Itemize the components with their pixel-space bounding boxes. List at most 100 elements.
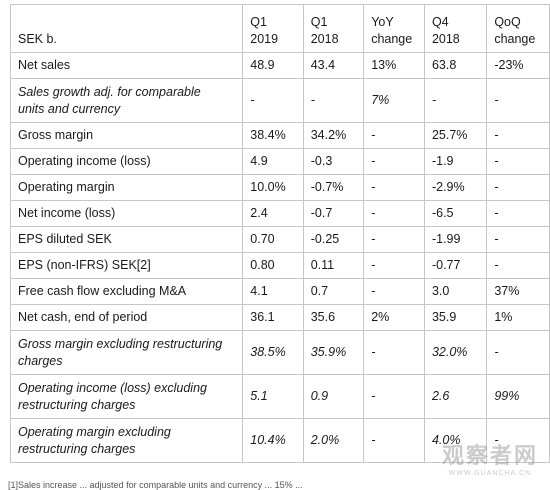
row-label-text: Operating income (loss) excluding <box>18 380 207 395</box>
value-cell: - <box>363 278 425 305</box>
table-row: Net sales 48.9 43.4 13% 63.8 -23% <box>9 52 550 79</box>
row-label-text: Net sales <box>18 58 71 72</box>
value-cell: -0.7% <box>302 174 365 201</box>
row-label-text: charges <box>18 353 63 368</box>
table-row: Operating income (loss) 4.9 -0.3- -1.9- <box>9 148 550 175</box>
value-cell: - <box>242 78 304 123</box>
watermark-subtext: WWW.GUANCHA.CN <box>448 470 532 477</box>
table-row: Sales growth adj. for comparable units an… <box>9 78 550 123</box>
value-cell: 43.4 <box>302 52 365 79</box>
row-label-text: units and currency <box>18 101 121 116</box>
value-cell: - <box>486 174 550 201</box>
header-text: 2018 <box>310 32 339 46</box>
value-cell: 35.6 <box>302 304 365 331</box>
header-text: Q4 <box>431 15 449 29</box>
row-label: Net cash, end of period <box>9 304 244 331</box>
value-cell: 3.0 <box>423 278 488 305</box>
value-cell: 0.70 <box>242 226 304 253</box>
value-cell: 7% <box>363 78 425 123</box>
value-cell: 25.7% <box>423 122 488 149</box>
row-label-text: Net cash, end of period <box>18 310 148 324</box>
row-label: EPS diluted SEK <box>9 226 244 253</box>
value-cell: -1.99 <box>423 226 488 253</box>
value-cell: 48.9 <box>242 52 304 79</box>
row-label: Net income (loss) <box>9 200 244 227</box>
value-cell: -1.9 <box>423 148 488 175</box>
row-label-text: Gross margin <box>18 128 94 142</box>
value-cell: - <box>363 252 425 279</box>
header-text: Q1 <box>250 15 267 29</box>
value-cell: - <box>486 122 550 149</box>
value-cell: - <box>486 200 550 227</box>
header-cell: YoY change <box>363 4 425 53</box>
value-cell: -0.7 <box>302 200 365 227</box>
value-cell: 38.4% <box>242 122 304 149</box>
value-cell: 5.1 <box>242 374 304 419</box>
value-cell: 4.0% <box>423 418 488 463</box>
value-cell: -6.5 <box>423 200 488 227</box>
value-cell: - <box>363 226 425 253</box>
value-cell: - <box>486 78 550 123</box>
value-cell: - <box>363 148 425 175</box>
value-cell: 36.1 <box>242 304 304 331</box>
table-row: Operating income (loss) excluding restruc… <box>9 374 550 419</box>
value-cell: 2.0% <box>302 418 365 463</box>
row-label-text: Free cash flow excluding M&A <box>18 284 187 298</box>
value-cell: 0.80 <box>242 252 304 279</box>
value-cell: 0.9 <box>302 374 365 419</box>
header-cell: SEK b. <box>9 4 244 53</box>
value-cell: 4.9 <box>242 148 304 175</box>
header-cell: Q4 2018 <box>423 4 488 53</box>
value-cell: 99% <box>486 374 550 419</box>
header-cell: Q1 2019 <box>242 4 304 53</box>
value-cell: 35.9% <box>302 330 365 375</box>
value-cell: -23% <box>486 52 550 79</box>
value-cell: -2.9% <box>423 174 488 201</box>
table-row: Operating margin 10.0% -0.7% - -2.9% - <box>9 174 550 201</box>
watermark-logo: 观察者网 WWW.GUANCHA.CN <box>442 438 538 477</box>
value-cell: - <box>363 330 425 375</box>
value-cell: - <box>486 252 550 279</box>
value-cell: 0.7 <box>302 278 365 305</box>
value-cell: -0.3 <box>302 148 365 175</box>
value-cell: - <box>486 148 550 175</box>
table-row: EPS diluted SEK 0.70 -0.25- -1.99- <box>9 226 550 253</box>
row-label-text: Sales growth adj. for comparable <box>18 84 201 99</box>
row-label: Operating income (loss) <box>9 148 244 175</box>
value-cell: - <box>363 122 425 149</box>
value-cell: -0.25 <box>302 226 365 253</box>
header-text: 2018 <box>431 32 460 46</box>
row-label-text: restructuring charges <box>18 441 136 456</box>
row-label: Operating income (loss) excluding restruc… <box>9 374 244 419</box>
table-row: Net income (loss) 2.4 -0.7- -6.5- <box>9 200 550 227</box>
financial-summary-table: SEK b. Q1 2019 Q1 2018 YoY change Q4 2018 QoQ chan… <box>9 4 550 463</box>
value-cell: 10.4% <box>242 418 304 463</box>
row-label-text: Gross margin excluding restructuring <box>18 336 223 351</box>
row-label: EPS (non-IFRS) SEK[2] <box>9 252 244 279</box>
header-text: QoQ <box>494 15 521 29</box>
row-label-text: restructuring charges <box>18 397 136 412</box>
header-cell: Q1 2018 <box>302 4 365 53</box>
value-cell: - <box>486 418 550 463</box>
value-cell: 2.6 <box>423 374 488 419</box>
header-text: 2019 <box>250 32 279 46</box>
value-cell: - <box>363 200 425 227</box>
table-row: EPS (non-IFRS) SEK[2] 0.80 0.11- -0.77- <box>9 252 550 279</box>
table-body: Net sales 48.9 43.4 13% 63.8 -23% Sales growth… <box>9 52 550 463</box>
table-row: Gross margin excluding restructuring char… <box>9 330 550 375</box>
value-cell: - <box>486 226 550 253</box>
value-cell: 35.9 <box>423 304 488 331</box>
value-cell: 1% <box>486 304 550 331</box>
table-row: Gross margin 38.4% 34.2% -25.7% - <box>9 122 550 149</box>
row-label-text: Operating income (loss) <box>18 154 151 168</box>
footnote-text: [1]Sales increase ... adjusted for compa… <box>8 480 303 490</box>
value-cell: 32.0% <box>423 330 488 375</box>
value-cell: 63.8 <box>423 52 488 79</box>
value-cell: 0.11 <box>302 252 365 279</box>
value-cell: - <box>302 78 365 123</box>
row-label: Operating margin excluding restructuring … <box>9 418 244 463</box>
row-label: Sales growth adj. for comparable units an… <box>9 78 244 123</box>
header-text: change <box>494 32 536 46</box>
value-cell: - <box>363 174 425 201</box>
value-cell: 37% <box>486 278 550 305</box>
